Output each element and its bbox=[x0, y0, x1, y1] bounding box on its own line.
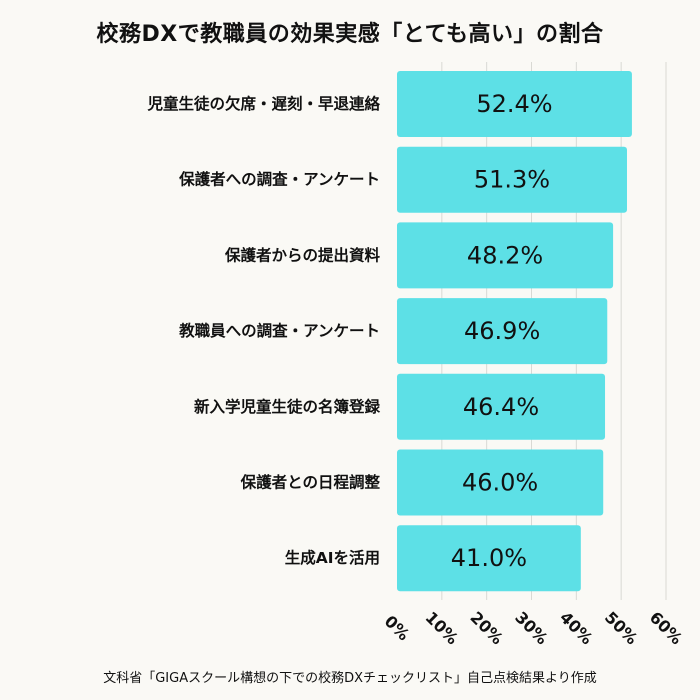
bar-4 bbox=[397, 298, 608, 365]
category-label-5: 新入学児童生徒の名簿登録 bbox=[194, 397, 381, 416]
x-tick-label-0: 0% bbox=[381, 612, 414, 645]
bar-2 bbox=[397, 146, 627, 213]
x-tick-label-10: 10% bbox=[422, 608, 463, 649]
x-tick-label-40: 40% bbox=[556, 608, 597, 649]
category-label-1: 児童生徒の欠席・遅刻・早退連絡 bbox=[146, 94, 380, 113]
value-label-1: 52.4% bbox=[476, 90, 552, 118]
bars bbox=[397, 71, 632, 592]
category-labels: 児童生徒の欠席・遅刻・早退連絡保護者への調査・アンケート保護者からの提出資料教職… bbox=[146, 94, 380, 567]
x-tick-label-20: 20% bbox=[466, 608, 507, 649]
value-label-7: 41.0% bbox=[451, 544, 527, 572]
bar-3 bbox=[397, 222, 614, 289]
value-label-2: 51.3% bbox=[474, 166, 550, 194]
bar-7 bbox=[397, 525, 581, 592]
bar-1 bbox=[397, 71, 632, 137]
category-label-6: 保護者との日程調整 bbox=[240, 473, 381, 492]
bar-6 bbox=[397, 449, 604, 516]
source-note: 文科省「GIGAスクール構想の下での校務DXチェックリスト」自己点検結果より作成 bbox=[103, 671, 597, 686]
category-label-7: 生成AIを活用 bbox=[285, 548, 380, 567]
category-label-2: 保護者への調査・アンケート bbox=[178, 170, 380, 189]
x-axis-tick-labels: 0% 10% 20% 30% 40% 50% 60% bbox=[381, 608, 687, 649]
category-label-4: 教職員への調査・アンケート bbox=[179, 321, 380, 340]
value-label-6: 46.0% bbox=[462, 469, 538, 497]
value-label-3: 48.2% bbox=[467, 241, 543, 269]
bar-5 bbox=[397, 373, 606, 440]
category-label-3: 保護者からの提出資料 bbox=[224, 245, 381, 264]
x-tick-label-60: 60% bbox=[646, 608, 687, 649]
value-labels: 52.4% 51.3% 48.2% 46.9% 46.4% 46.0% 41.0% bbox=[451, 90, 553, 572]
x-tick-label-30: 30% bbox=[511, 608, 552, 649]
value-label-4: 46.9% bbox=[464, 317, 540, 345]
x-tick-label-50: 50% bbox=[601, 608, 642, 649]
value-label-5: 46.4% bbox=[463, 393, 539, 421]
chart-title: 校務DXで教職員の効果実感「とても高い」の割合 bbox=[96, 22, 604, 47]
